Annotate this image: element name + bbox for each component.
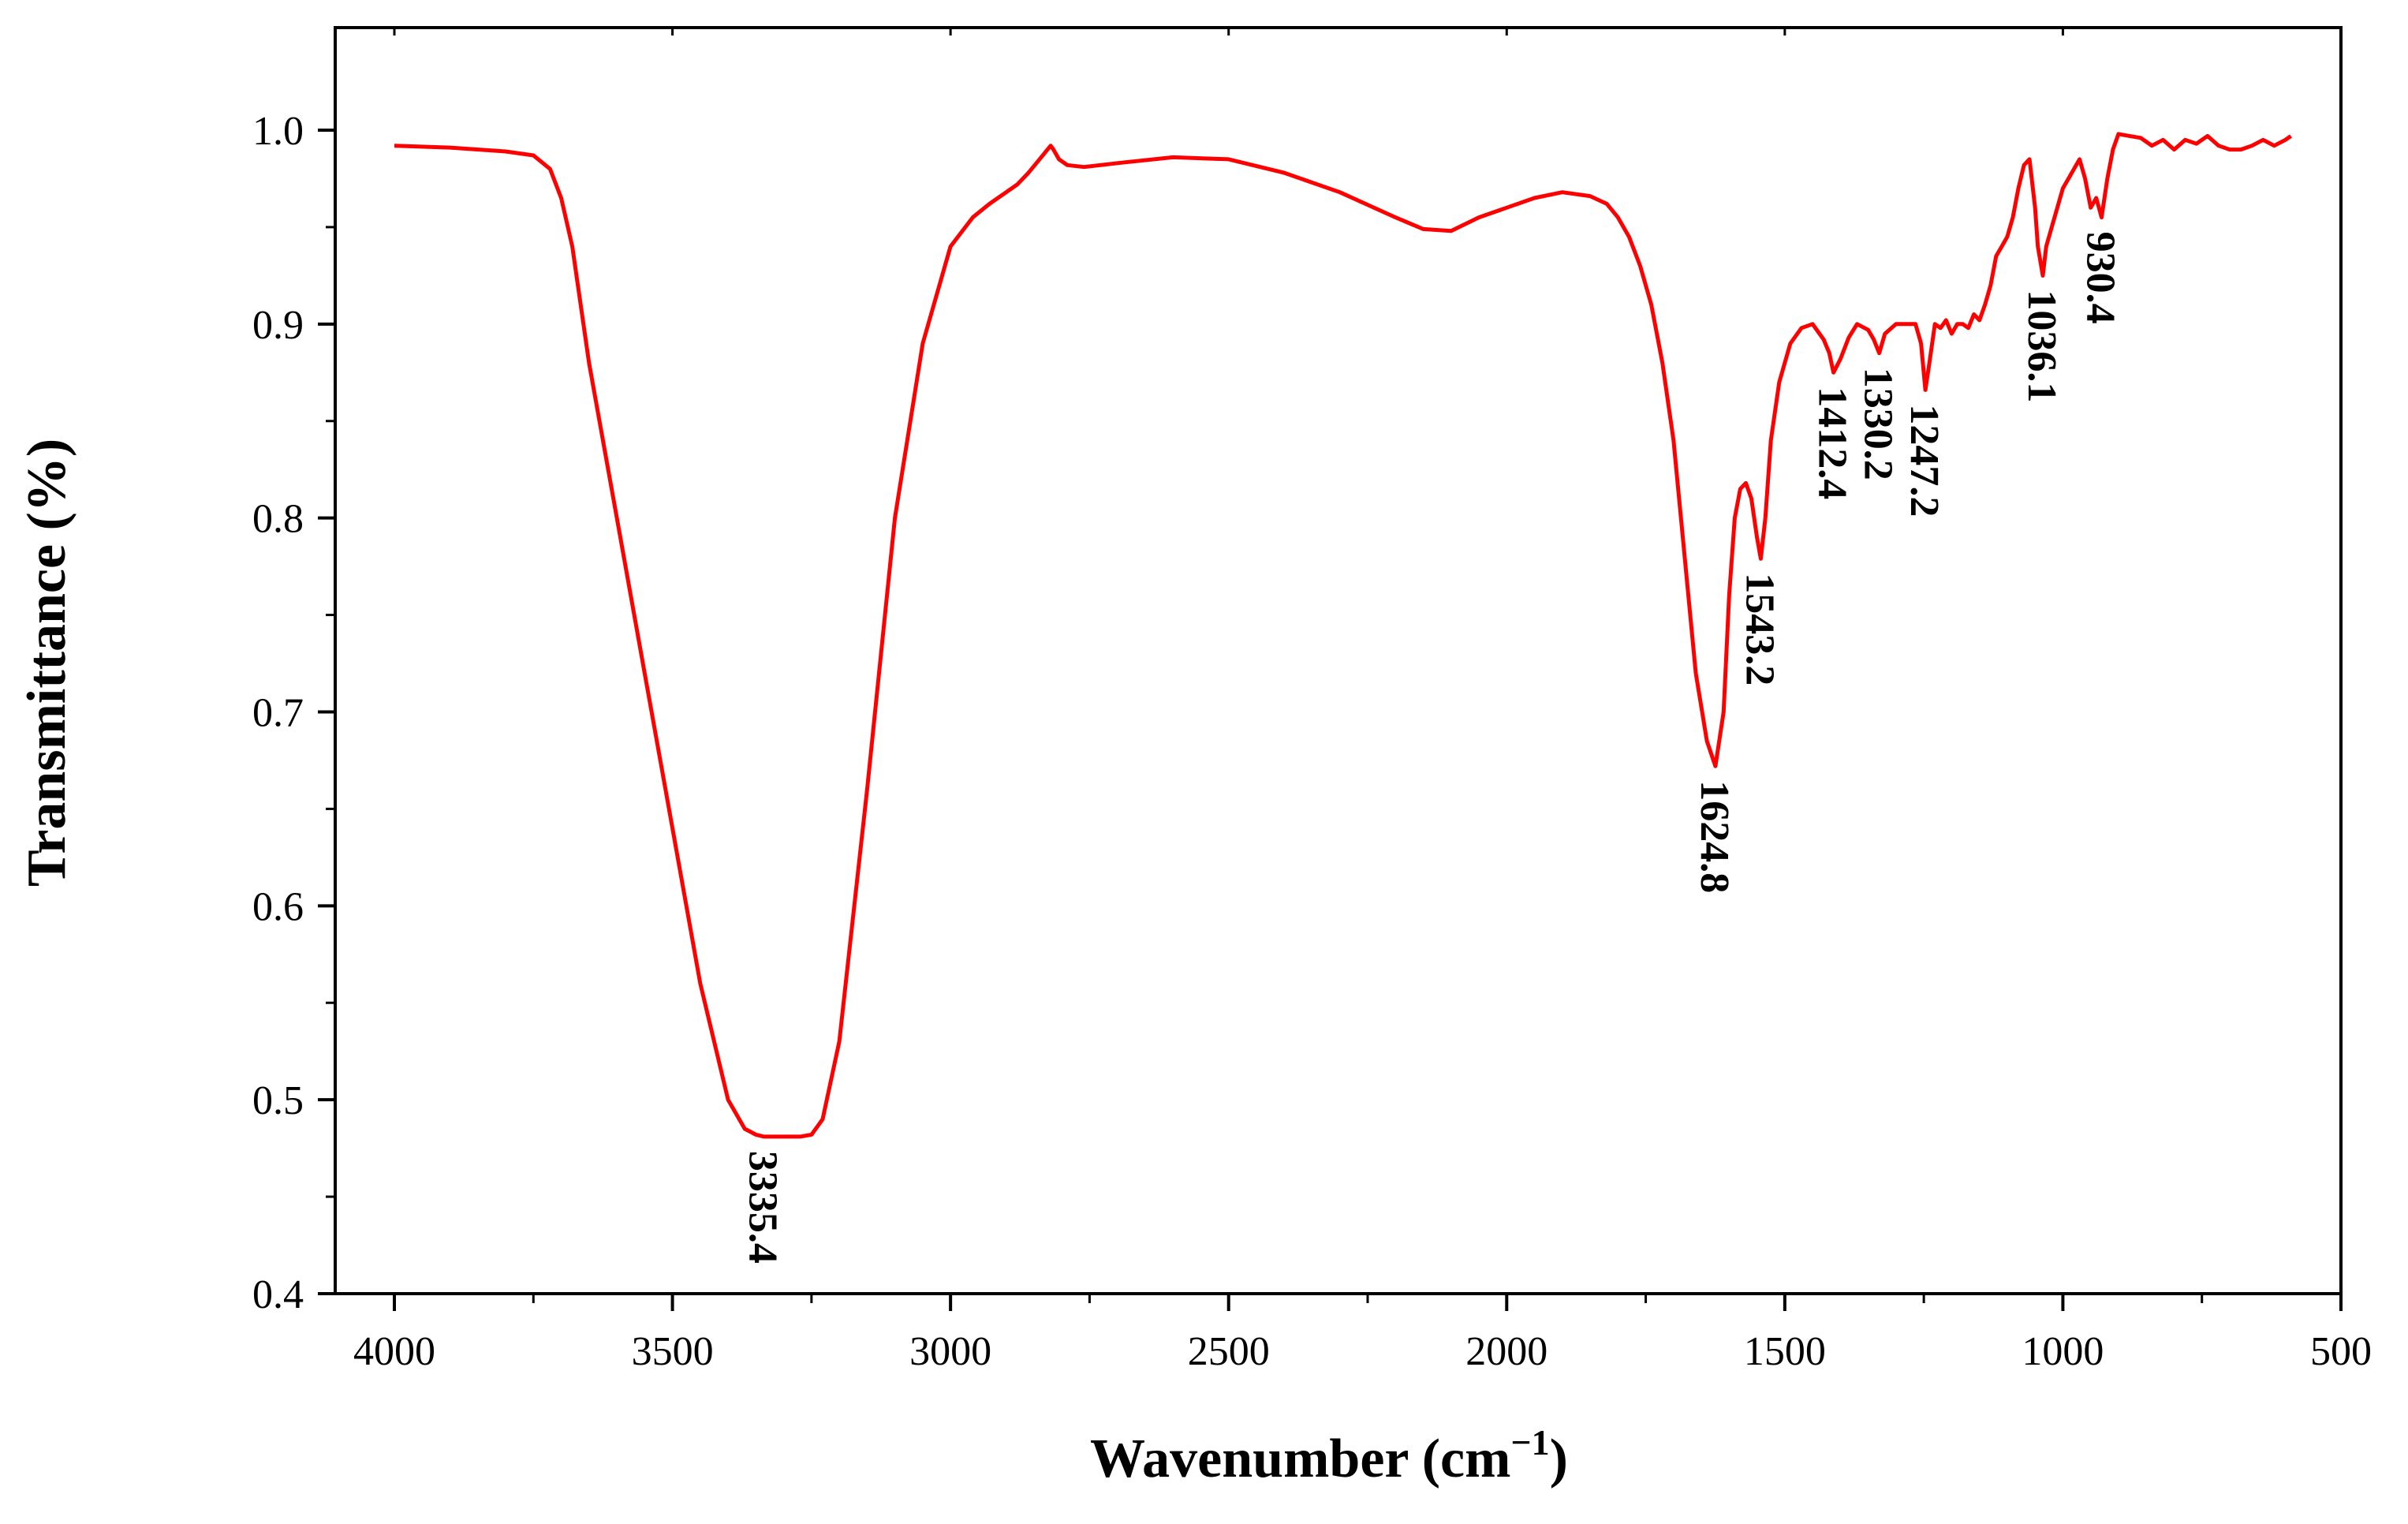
x-tick-label: 3000 [909,1329,991,1374]
x-axis-title-main: Wavenumber (cm [1090,1429,1510,1489]
peak-label: 1624.8 [1692,780,1737,893]
x-axis-title-close: ) [1550,1429,1568,1489]
peak-label: 1330.2 [1856,368,1901,480]
y-tick-labels: 0.4 0.5 0.6 0.7 0.8 0.9 1.0 [252,109,304,1317]
plot-border [334,26,2343,1295]
y-tick-label: 0.8 [252,497,304,542]
x-axis-title: Wavenumber (cm−1) [1090,1422,1568,1489]
peak-label: 1036.1 [2019,289,2064,402]
x-axis-title-superscript: −1 [1510,1422,1549,1462]
y-tick-label: 0.5 [252,1078,304,1123]
peak-label: 930.4 [2078,232,2123,324]
x-tick-label: 1500 [1744,1329,1826,1374]
y-tick-label: 0.4 [252,1272,304,1317]
x-tick-label: 3500 [632,1329,714,1374]
x-tick-label: 2500 [1188,1329,1270,1374]
series-lines [394,132,2292,1139]
peak-label: 1247.2 [1902,404,1947,517]
x-tick-label: 1000 [2022,1329,2104,1374]
peak-label: 1412.4 [1810,387,1855,499]
y-axis-title: Transmittance (%) [17,439,77,887]
peak-label: 3335.4 [741,1151,786,1264]
y-tick-label: 0.7 [252,691,304,736]
y-tick-label: 0.6 [252,884,304,929]
y-tick-label: 0.9 [252,303,304,348]
series-line [394,132,2292,1139]
plot-frame [334,26,2343,1295]
x-tick-label: 4000 [353,1329,435,1374]
axis-ticks [318,28,2343,1311]
x-tick-label: 500 [2310,1329,2372,1374]
peak-label: 1543.2 [1737,573,1782,685]
x-tick-label: 2000 [1465,1329,1547,1374]
x-tick-labels: 4000 3500 3000 2500 2000 1500 1000 500 [353,1329,2372,1374]
peak-annotations: 3335.4 1624.8 1543.2 1412.4 1330.2 1247.2 1036… [741,232,2123,1264]
y-tick-label: 1.0 [252,109,304,154]
